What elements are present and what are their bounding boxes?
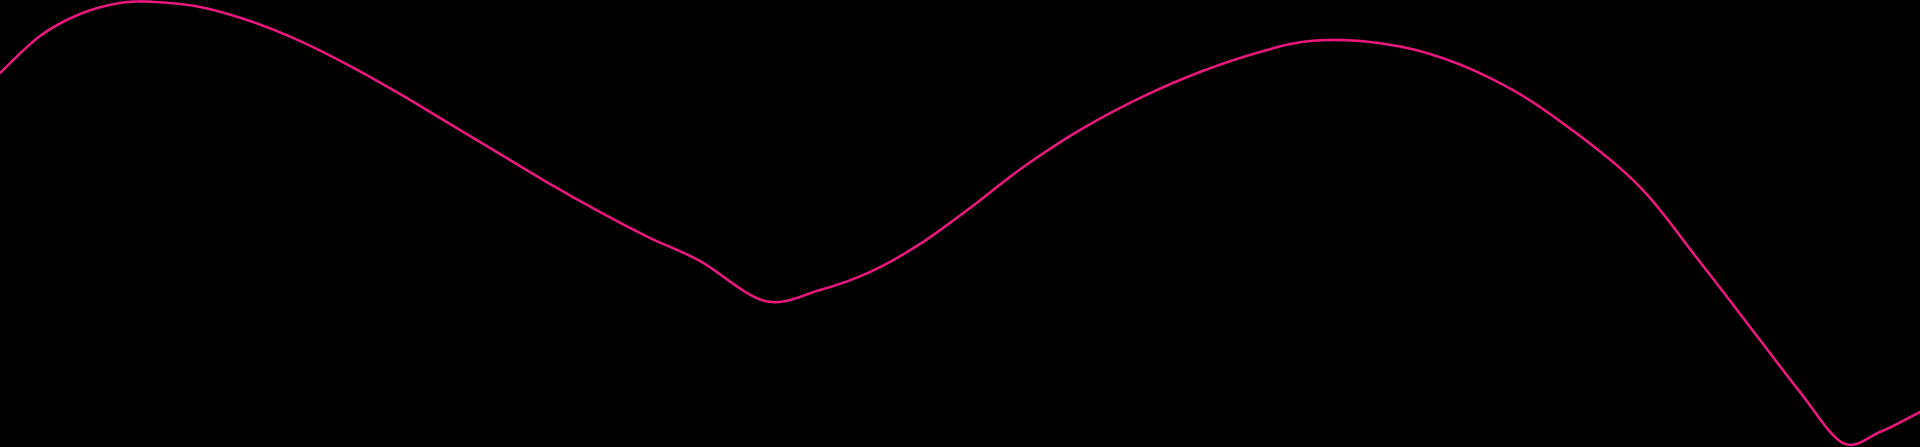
chart-canvas <box>0 0 1920 447</box>
chart-background <box>0 0 1920 447</box>
wave-line-series <box>0 0 1920 447</box>
sine-wave-svg <box>0 0 1920 447</box>
